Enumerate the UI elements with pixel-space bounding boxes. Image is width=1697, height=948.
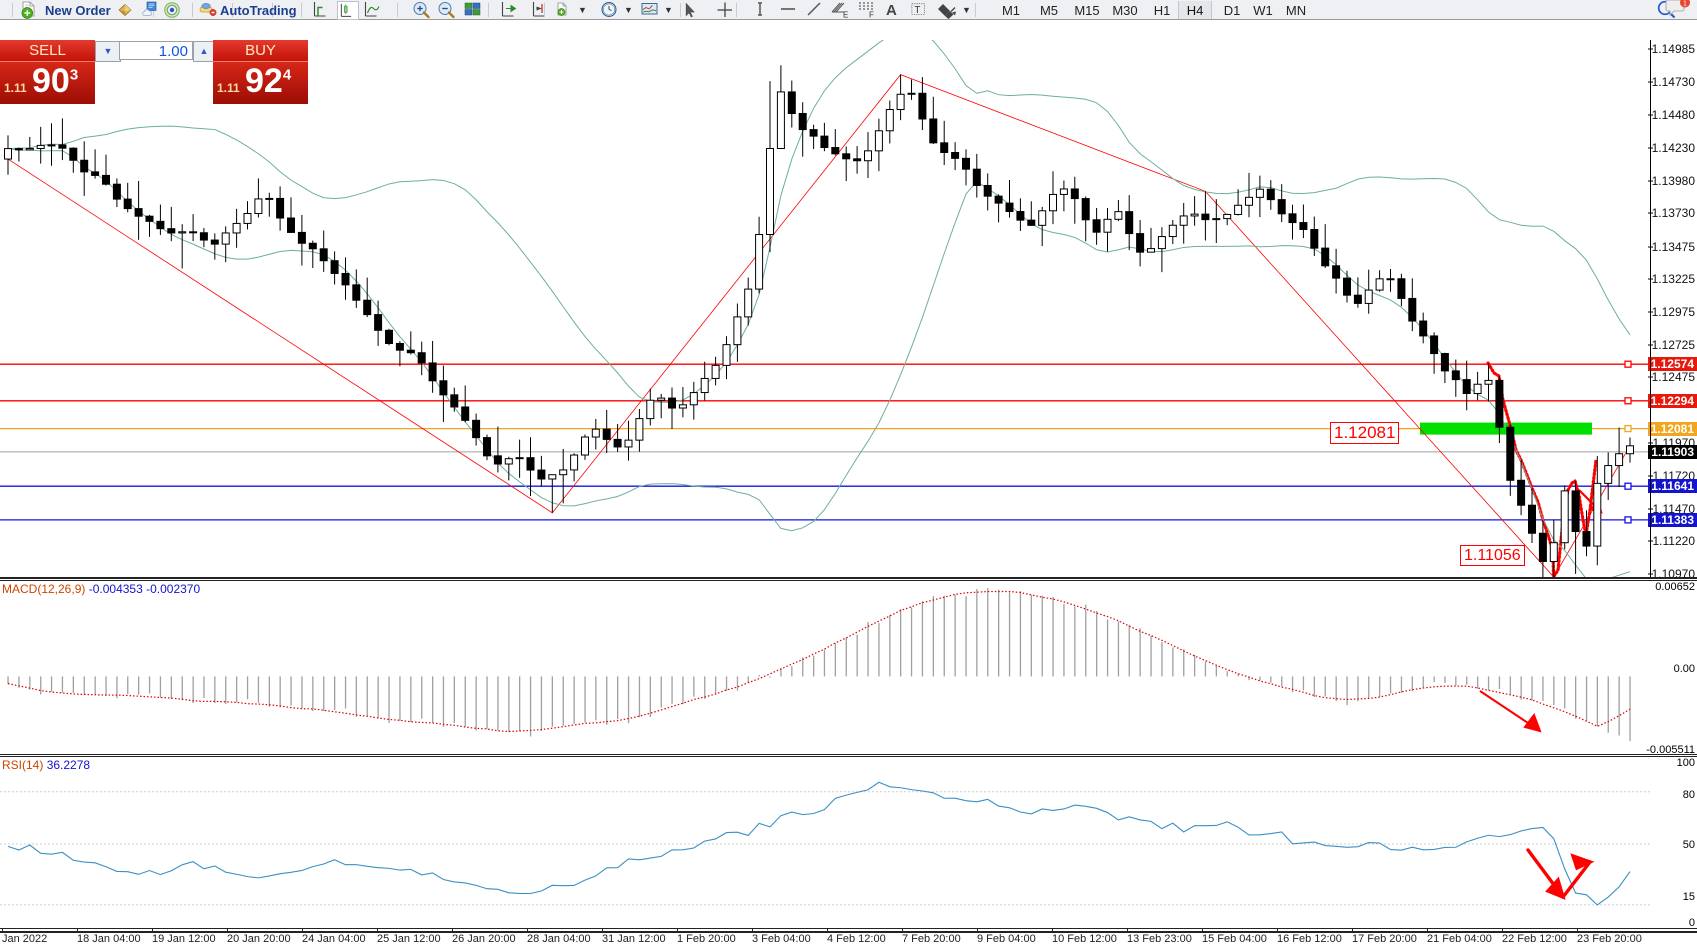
svg-text:E: E: [843, 11, 848, 20]
svg-text:F: F: [869, 11, 874, 20]
svg-text:1: 1: [1683, 1, 1687, 8]
svg-text:T: T: [914, 5, 920, 16]
